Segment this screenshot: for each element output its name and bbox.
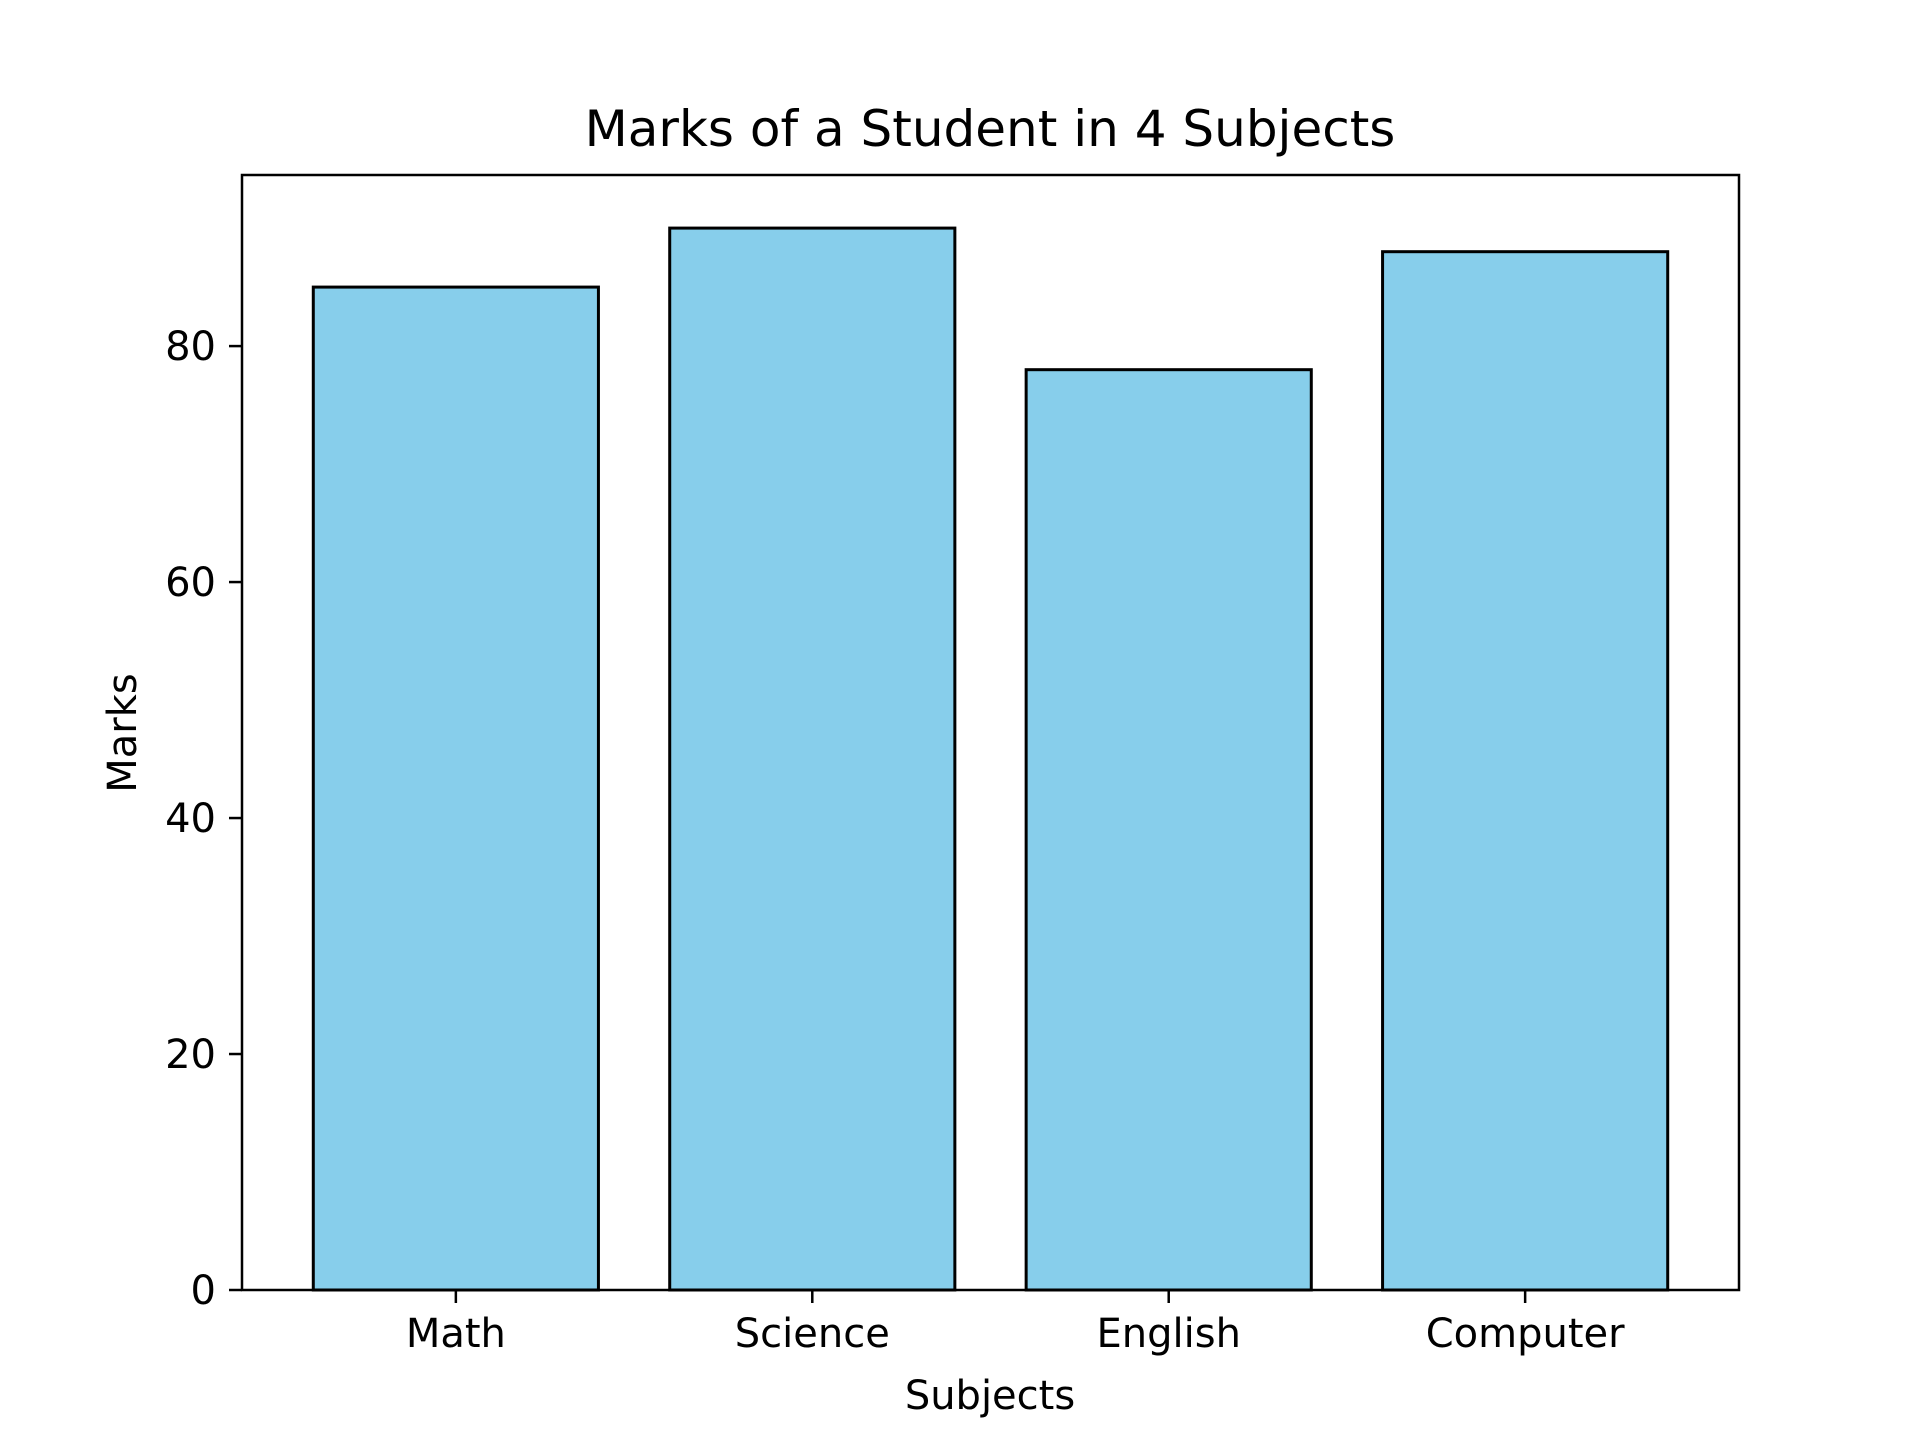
x-tick-label-english: English xyxy=(1096,1311,1240,1357)
x-tick-label-math: Math xyxy=(406,1311,506,1357)
y-tick-label-20: 20 xyxy=(165,1032,216,1078)
bar-english xyxy=(1024,368,1313,1292)
x-axis-ticks: Math Science English Computer xyxy=(406,1290,1625,1357)
plot-frame xyxy=(240,173,1741,1292)
bar-computer xyxy=(1381,250,1670,1292)
y-tick-label-60: 60 xyxy=(165,560,216,606)
chart-title: Marks of a Student in 4 Subjects xyxy=(585,100,1396,158)
bar-math xyxy=(311,285,600,1292)
y-axis-label: Marks xyxy=(100,673,146,792)
x-tick-label-science: Science xyxy=(735,1311,890,1357)
x-axis-label: Subjects xyxy=(905,1373,1075,1419)
y-tick-label-0: 0 xyxy=(191,1268,216,1314)
bars-group xyxy=(311,226,1670,1292)
y-tick-label-80: 80 xyxy=(165,324,216,370)
x-tick-label-computer: Computer xyxy=(1426,1311,1625,1357)
bar-science xyxy=(668,226,957,1292)
y-tick-label-40: 40 xyxy=(165,796,216,842)
y-axis-ticks: 0 20 40 60 80 xyxy=(165,324,242,1314)
